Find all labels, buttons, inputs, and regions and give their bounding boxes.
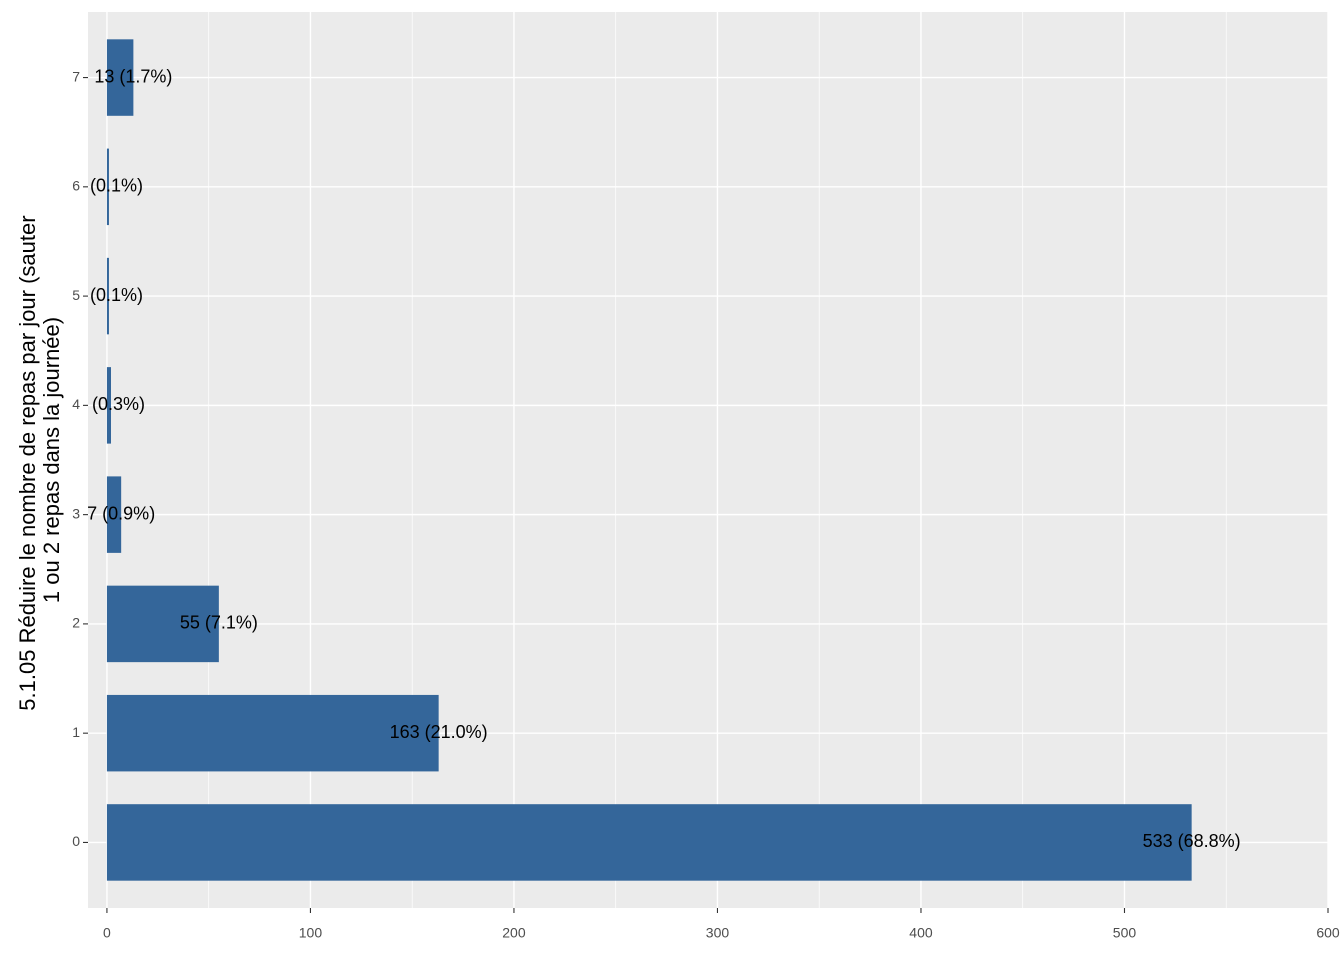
value-label: 1 (0.1%) (75, 285, 143, 305)
x-tick-label: 400 (909, 925, 933, 941)
x-tick-label: 600 (1316, 925, 1340, 941)
x-tick-label: 0 (103, 925, 111, 941)
y-tick-label: 0 (72, 833, 80, 849)
x-tick-label: 200 (502, 925, 526, 941)
value-label: 55 (7.1%) (180, 613, 258, 633)
value-label: 533 (68.8%) (1143, 831, 1241, 851)
bar (106, 148, 109, 226)
x-tick-label: 500 (1113, 925, 1137, 941)
value-label: 13 (1.7%) (94, 66, 172, 86)
y-axis-title-line: 1 ou 2 repas dans la journée) (39, 317, 64, 603)
y-axis-title-line: 5.1.05 Réduire le nombre de repas par jo… (15, 215, 40, 710)
value-label: 1 (0.1%) (75, 176, 143, 196)
y-tick-label: 3 (72, 505, 80, 521)
bar (106, 804, 1192, 881)
panel (88, 12, 1328, 908)
y-tick-label: 6 (72, 178, 80, 194)
bar (106, 257, 109, 335)
x-tick-label: 100 (299, 925, 323, 941)
y-tick-label: 1 (72, 724, 80, 740)
y-tick-label: 7 (72, 68, 80, 84)
grid (88, 12, 1329, 908)
plot-area: 533 (68.8%) 163 (21.0%) 55 (7.1%) 7 (0.9%) 2… (75, 39, 1241, 881)
value-label: 163 (21.0%) (390, 722, 488, 742)
bar (106, 39, 134, 116)
y-axis-title: 5.1.05 Réduire le nombre de repas par jo… (15, 209, 64, 710)
bar (106, 476, 122, 553)
value-label: 2 (0.3%) (77, 394, 145, 414)
x-tick-label: 300 (706, 925, 730, 941)
y-tick-label: 2 (72, 615, 80, 631)
value-label: 7 (0.9%) (87, 503, 155, 523)
y-tick-label: 5 (72, 287, 80, 303)
y-tick-label: 4 (72, 396, 80, 412)
bar (106, 585, 219, 663)
bar (106, 694, 439, 772)
bar (106, 367, 111, 444)
axes: 0 100 200 300 400 500 600 0 1 2 3 4 5 6 7 (72, 68, 1340, 940)
